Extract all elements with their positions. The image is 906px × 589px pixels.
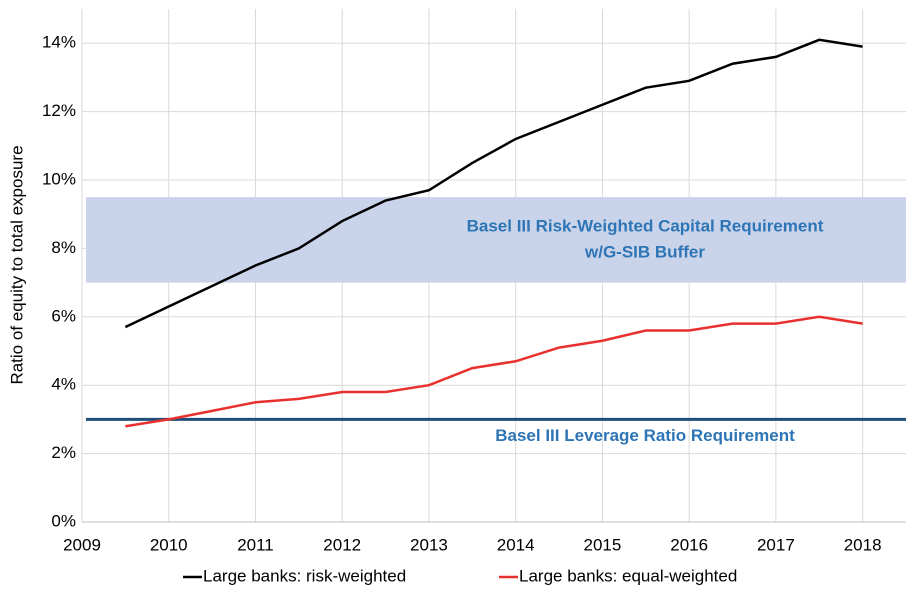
y-tick-label: 12% [42,101,76,120]
legend-label: Large banks: equal-weighted [519,566,737,585]
x-tick-label: 2018 [844,535,882,554]
y-tick-label: 8% [51,238,76,257]
y-axis-label: Ratio of equity to total exposure [7,145,26,384]
x-tick-label: 2013 [410,535,448,554]
x-tick-label: 2014 [497,535,535,554]
x-tick-label: 2016 [670,535,708,554]
x-tick-label: 2017 [757,535,795,554]
y-tick-label: 2% [51,443,76,462]
x-tick-label: 2009 [63,535,101,554]
annotation: w/G-SIB Buffer [584,242,705,261]
legend-label: Large banks: risk-weighted [203,566,406,585]
requirement-band [86,197,906,283]
x-tick-label: 2015 [584,535,622,554]
y-tick-label: 14% [42,33,76,52]
series-line [124,38,863,329]
annotation: Basel III Leverage Ratio Requirement [495,426,795,445]
y-tick-label: 6% [51,306,76,325]
annotation: Basel III Risk-Weighted Capital Requirem… [467,216,824,235]
x-tick-label: 2010 [150,535,188,554]
series-line [125,315,863,428]
x-tick-label: 2012 [323,535,361,554]
y-tick-label: 10% [42,169,76,188]
x-tick-label: 2011 [237,535,274,554]
y-tick-label: 0% [51,511,76,530]
y-tick-label: 4% [51,375,76,394]
